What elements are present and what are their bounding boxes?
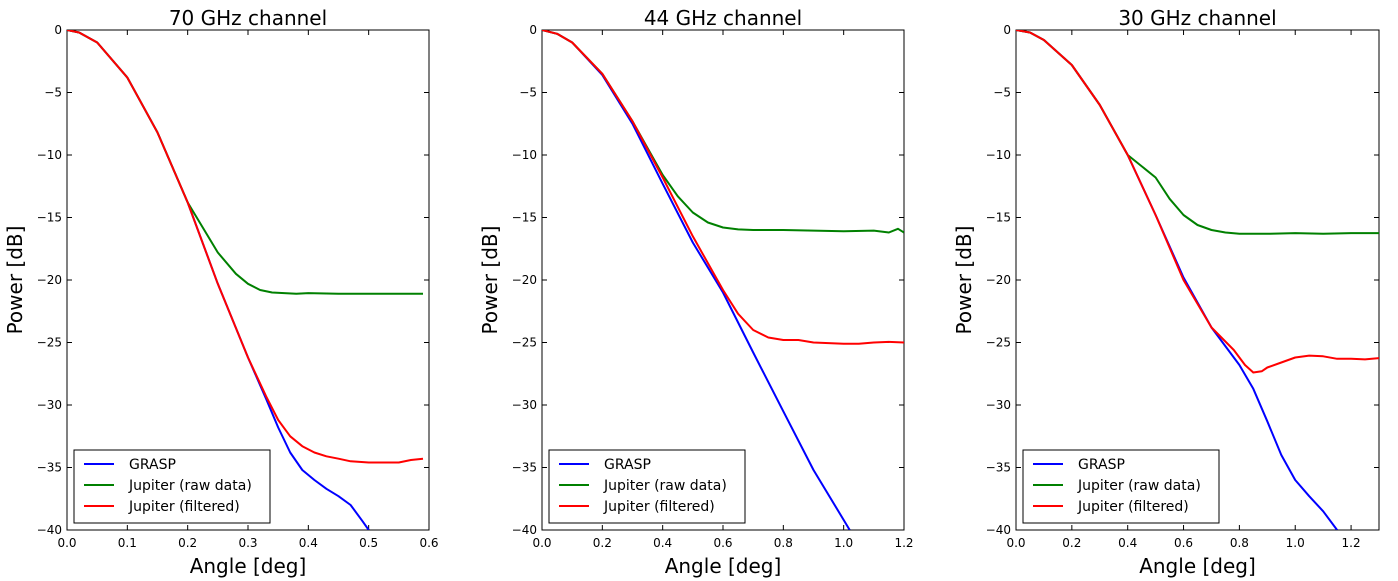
y-tick-label: −40 (37, 523, 62, 537)
y-tick-label: −15 (512, 211, 537, 225)
y-axis-label: Power [dB] (952, 226, 976, 335)
y-tick-label: −35 (37, 461, 62, 475)
chart-panel-1: 70 GHz channel 0.0 0.1 0.2 0.3 0.4 0.5 0.6 0 −5 −1… (3, 6, 439, 578)
y-tick-label: −20 (986, 273, 1011, 287)
legend-label: Jupiter (filtered) (128, 499, 240, 515)
x-tick-label: 0.3 (238, 536, 257, 550)
x-tick-label: 0.0 (1006, 536, 1025, 550)
y-tick-label: 0 (54, 23, 62, 37)
x-tick-label: 0.4 (653, 536, 672, 550)
x-tick-label: 0.4 (1118, 536, 1137, 550)
legend-label: Jupiter (filtered) (1077, 499, 1189, 515)
x-axis-label: Angle [deg] (665, 554, 782, 578)
y-tick-label: −35 (986, 461, 1011, 475)
series-line-jupiter-filtered (1016, 30, 1379, 374)
legend-label: Jupiter (raw data) (603, 478, 727, 494)
y-tick-label: −30 (37, 398, 62, 412)
plot-frame (541, 29, 905, 531)
plot-frame (1015, 29, 1380, 531)
x-tick-label: 0.1 (118, 536, 137, 550)
x-tick-label: 0.6 (713, 536, 732, 550)
x-tick-label: 0.4 (299, 536, 318, 550)
y-tick-label: −25 (37, 336, 62, 350)
x-tick-label: 0.6 (419, 536, 438, 550)
x-tick-label: 0.5 (359, 536, 378, 550)
y-tick-label: −40 (986, 523, 1011, 537)
y-tick-label: −30 (986, 398, 1011, 412)
series-line-jupiter-filtered (542, 30, 904, 345)
legend-box (548, 449, 746, 524)
legend: GRASP Jupiter (raw data) Jupiter (filtered… (73, 449, 271, 524)
x-tick-label: 0.2 (593, 536, 612, 550)
x-tick-label: 0.8 (774, 536, 793, 550)
x-tick-label: 0.0 (57, 536, 76, 550)
legend-box (1022, 449, 1220, 524)
legend-label: GRASP (129, 457, 176, 473)
y-tick-label: −35 (512, 461, 537, 475)
y-tick-label: −5 (993, 86, 1011, 100)
x-tick-label: 0.0 (532, 536, 551, 550)
x-tick-label: 1.2 (1342, 536, 1361, 550)
x-tick-label: 0.2 (1062, 536, 1081, 550)
y-axis-label: Power [dB] (478, 226, 502, 335)
chart-title: 30 GHz channel (1118, 6, 1276, 30)
y-tick-label: −10 (37, 148, 62, 162)
x-axis-label: Angle [deg] (1139, 554, 1256, 578)
legend-label: GRASP (1078, 457, 1125, 473)
y-tick-label: −25 (512, 336, 537, 350)
y-tick-label: −5 (44, 86, 62, 100)
x-tick-label: 0.2 (178, 536, 197, 550)
plot-frame (66, 29, 430, 531)
y-tick-label: −30 (512, 398, 537, 412)
x-tick-label: 0.8 (1230, 536, 1249, 550)
chart-title: 70 GHz channel (169, 6, 327, 30)
y-axis-label: Power [dB] (3, 226, 27, 335)
series-line-jupiter-filtered (67, 30, 424, 464)
legend: GRASP Jupiter (raw data) Jupiter (filtered… (548, 449, 746, 524)
y-tick-label: −10 (512, 148, 537, 162)
x-axis-label: Angle [deg] (190, 554, 307, 578)
y-tick-label: −10 (986, 148, 1011, 162)
y-tick-label: 0 (1003, 23, 1011, 37)
legend-label: GRASP (604, 457, 651, 473)
y-tick-label: −40 (512, 523, 537, 537)
y-tick-label: −20 (37, 273, 62, 287)
chart-panel-3: 30 GHz channel 0.0 0.2 0.4 0.6 0.8 1.0 1.2 0 −5 −1… (952, 6, 1380, 578)
legend: GRASP Jupiter (raw data) Jupiter (filtered… (1022, 449, 1220, 524)
legend-box (73, 449, 271, 524)
x-tick-label: 1.2 (894, 536, 913, 550)
y-tick-label: −5 (519, 86, 537, 100)
y-tick-label: −20 (512, 273, 537, 287)
y-tick-label: −25 (986, 336, 1011, 350)
x-tick-label: 0.6 (1174, 536, 1193, 550)
y-tick-label: −15 (986, 211, 1011, 225)
chart-panel-2: 44 GHz channel 0.0 0.2 0.4 0.6 0.8 1.0 1.2 0 −5 −1… (478, 6, 914, 578)
x-tick-label: 1.0 (1286, 536, 1305, 550)
x-tick-label: 1.0 (834, 536, 853, 550)
y-tick-label: 0 (529, 23, 537, 37)
chart-title: 44 GHz channel (644, 6, 802, 30)
y-tick-label: −15 (37, 211, 62, 225)
legend-label: Jupiter (filtered) (603, 499, 715, 515)
legend-label: Jupiter (raw data) (128, 478, 252, 494)
legend-label: Jupiter (raw data) (1077, 478, 1201, 494)
